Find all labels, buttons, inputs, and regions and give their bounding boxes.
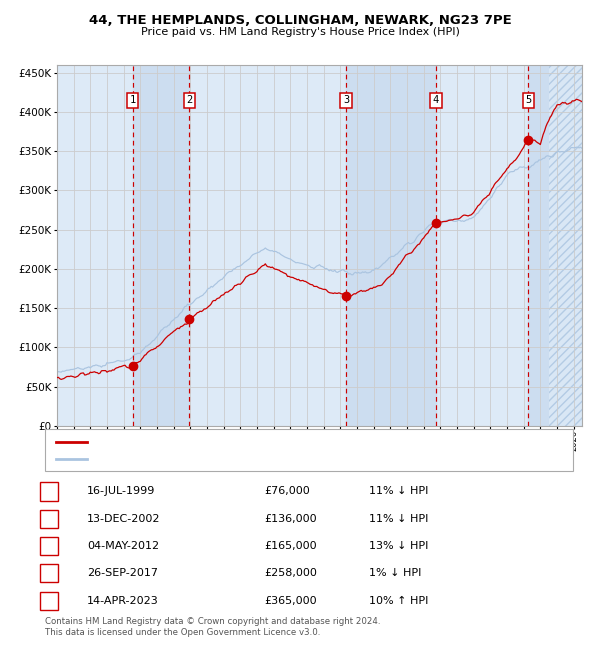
Text: 13% ↓ HPI: 13% ↓ HPI <box>369 541 428 551</box>
Text: £76,000: £76,000 <box>264 486 310 497</box>
Text: 2: 2 <box>187 96 193 105</box>
Text: 1% ↓ HPI: 1% ↓ HPI <box>369 568 421 578</box>
Text: 1: 1 <box>130 96 136 105</box>
Text: 26-SEP-2017: 26-SEP-2017 <box>87 568 158 578</box>
Text: 1: 1 <box>46 486 53 497</box>
Text: 4: 4 <box>433 96 439 105</box>
Text: 11% ↓ HPI: 11% ↓ HPI <box>369 514 428 524</box>
Text: Contains HM Land Registry data © Crown copyright and database right 2024.
This d: Contains HM Land Registry data © Crown c… <box>45 618 380 637</box>
Bar <box>346 65 436 426</box>
Text: HPI: Average price, detached house, Newark and Sherwood: HPI: Average price, detached house, Newa… <box>92 454 388 464</box>
Text: 2: 2 <box>46 514 53 524</box>
Text: 5: 5 <box>526 96 532 105</box>
Text: £365,000: £365,000 <box>264 595 317 606</box>
Text: £165,000: £165,000 <box>264 541 317 551</box>
Text: 44, THE HEMPLANDS, COLLINGHAM, NEWARK, NG23 7PE (detached house): 44, THE HEMPLANDS, COLLINGHAM, NEWARK, N… <box>92 437 466 447</box>
Text: 04-MAY-2012: 04-MAY-2012 <box>87 541 159 551</box>
Bar <box>133 65 190 426</box>
Text: 13-DEC-2002: 13-DEC-2002 <box>87 514 161 524</box>
Text: 5: 5 <box>46 595 53 606</box>
Text: Price paid vs. HM Land Registry's House Price Index (HPI): Price paid vs. HM Land Registry's House … <box>140 27 460 37</box>
Text: 44, THE HEMPLANDS, COLLINGHAM, NEWARK, NG23 7PE: 44, THE HEMPLANDS, COLLINGHAM, NEWARK, N… <box>89 14 511 27</box>
Text: 4: 4 <box>46 568 53 578</box>
Text: £258,000: £258,000 <box>264 568 317 578</box>
Text: 3: 3 <box>46 541 53 551</box>
Text: 14-APR-2023: 14-APR-2023 <box>87 595 159 606</box>
Text: 3: 3 <box>343 96 349 105</box>
Text: 11% ↓ HPI: 11% ↓ HPI <box>369 486 428 497</box>
Text: 16-JUL-1999: 16-JUL-1999 <box>87 486 155 497</box>
Text: 10% ↑ HPI: 10% ↑ HPI <box>369 595 428 606</box>
Bar <box>529 65 582 426</box>
Text: £136,000: £136,000 <box>264 514 317 524</box>
